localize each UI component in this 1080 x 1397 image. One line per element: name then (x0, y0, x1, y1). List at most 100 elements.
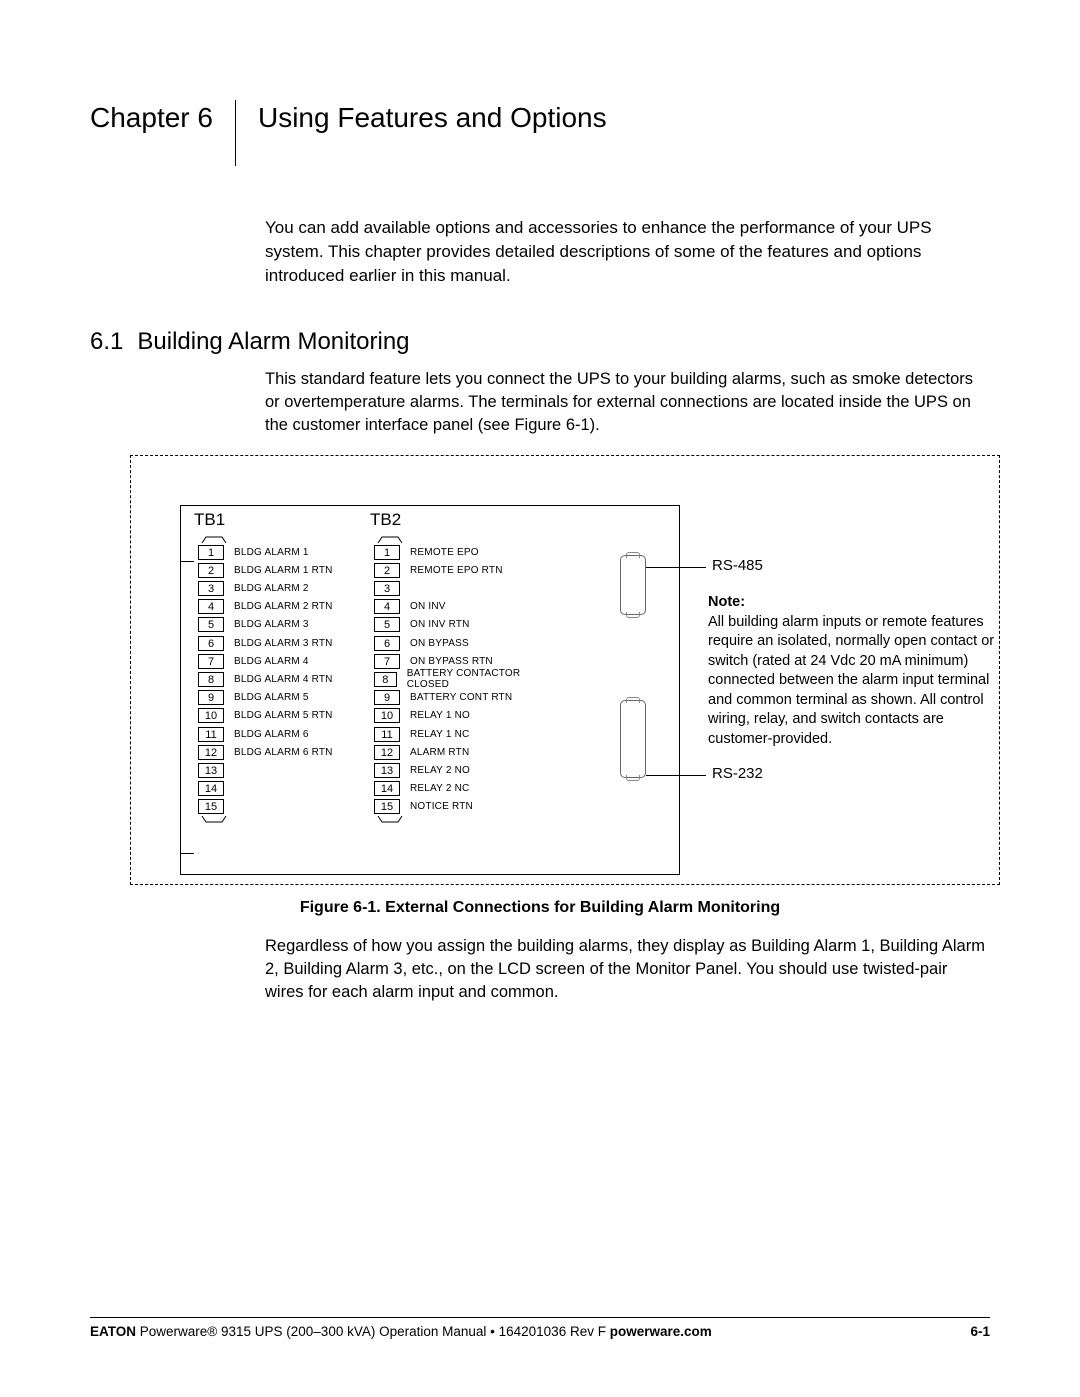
terminal-name: BLDG ALARM 4 (234, 656, 309, 667)
terminal-row: 11 BLDG ALARM 6 (198, 725, 368, 743)
terminal-row: 2 BLDG ALARM 1 RTN (198, 561, 368, 579)
terminal-number: 4 (374, 599, 400, 614)
terminal-row: 4 ON INV (374, 598, 544, 616)
terminal-number: 12 (198, 745, 224, 760)
terminal-row: 10 BLDG ALARM 5 RTN (198, 707, 368, 725)
terminal-name: ON INV RTN (410, 619, 470, 630)
section-heading: 6.1 Building Alarm Monitoring (90, 328, 990, 356)
terminal-number: 2 (374, 563, 400, 578)
terminal-row: 8 BATTERY CONTACTOR CLOSED (374, 670, 544, 688)
terminal-number: 5 (374, 617, 400, 632)
chapter-header: Chapter 6 Using Features and Options (90, 100, 990, 166)
terminal-block-2: 1REMOTE EPO2REMOTE EPO RTN34ON INV5ON IN… (374, 535, 544, 824)
tb2-label: TB2 (370, 510, 401, 530)
chapter-label: Chapter 6 (90, 100, 236, 166)
terminal-name: BLDG ALARM 2 RTN (234, 601, 333, 612)
footer-product: Powerware® 9315 UPS (200–300 kVA) Operat… (136, 1324, 610, 1339)
terminal-name: BLDG ALARM 2 (234, 583, 309, 594)
terminal-block-1: 1 BLDG ALARM 1 2 BLDG ALARM 1 RTN 3 BLDG ALAR… (198, 535, 368, 824)
terminal-number: 11 (374, 727, 400, 742)
terminal-name: BLDG ALARM 3 (234, 619, 309, 630)
terminal-number: 7 (374, 654, 400, 669)
terminal-row: 12 ALARM RTN (374, 743, 544, 761)
terminal-name: BLDG ALARM 4 RTN (234, 674, 333, 685)
terminal-row: 3 BLDG ALARM 2 (198, 579, 368, 597)
terminal-row: 9 BLDG ALARM 5 (198, 689, 368, 707)
footer-brand: EATON (90, 1324, 136, 1339)
terminal-number: 5 (198, 617, 224, 632)
terminal-row: 14 (198, 780, 368, 798)
terminal-row: 13 RELAY 2 NO (374, 761, 544, 779)
terminal-number: 6 (374, 636, 400, 651)
terminal-name: BATTERY CONT RTN (410, 692, 512, 703)
terminal-number: 12 (374, 745, 400, 760)
terminal-number: 14 (198, 781, 224, 796)
terminal-name: RELAY 2 NO (410, 765, 470, 776)
terminal-number: 3 (374, 581, 400, 596)
note-label: Note: (708, 594, 745, 610)
diagram: TB1 TB2 1BLDG ALARM 12BLDG ALARM 1 RTN3B… (130, 455, 1010, 885)
terminal-name: BLDG ALARM 5 (234, 692, 309, 703)
terminal-number: 1 (374, 545, 400, 560)
terminal-number: 13 (198, 763, 224, 778)
terminal-row: 13 (198, 761, 368, 779)
terminal-name: ON INV (410, 601, 446, 612)
page-footer: EATON Powerware® 9315 UPS (200–300 kVA) … (90, 1317, 990, 1339)
section-paragraph: This standard feature lets you connect t… (265, 368, 990, 437)
note-text: All building alarm inputs or remote feat… (708, 614, 994, 747)
terminal-row: 5 BLDG ALARM 3 (198, 616, 368, 634)
terminal-name: RELAY 1 NC (410, 729, 469, 740)
terminal-row: 15 (198, 798, 368, 816)
figure-caption: Figure 6-1. External Connections for Bui… (90, 899, 990, 917)
intro-paragraph: You can add available options and access… (265, 216, 990, 287)
terminal-name: BATTERY CONTACTOR CLOSED (407, 668, 544, 690)
terminal-number: 2 (198, 563, 224, 578)
terminal-name: ALARM RTN (410, 747, 469, 758)
terminal-number: 6 (198, 636, 224, 651)
section-title: Building Alarm Monitoring (137, 328, 409, 355)
terminal-name: BLDG ALARM 1 RTN (234, 565, 333, 576)
terminal-row: 7 BLDG ALARM 4 (198, 652, 368, 670)
terminal-name: ON BYPASS (410, 638, 469, 649)
diagram-note: Note: All building alarm inputs or remot… (708, 593, 996, 750)
terminal-number: 15 (198, 799, 224, 814)
terminal-row: 11 RELAY 1 NC (374, 725, 544, 743)
terminal-row: 4 BLDG ALARM 2 RTN (198, 598, 368, 616)
terminal-number: 1 (198, 545, 224, 560)
section-number: 6.1 (90, 328, 123, 355)
terminal-name: ON BYPASS RTN (410, 656, 493, 667)
terminal-number: 9 (198, 690, 224, 705)
terminal-number: 7 (198, 654, 224, 669)
terminal-row: 12BLDG ALARM 6 RTN (198, 743, 368, 761)
tb1-label: TB1 (194, 510, 225, 530)
terminal-name: BLDG ALARM 5 RTN (234, 710, 333, 721)
terminal-row: 10RELAY 1 NO (374, 707, 544, 725)
terminal-number: 4 (198, 599, 224, 614)
terminal-row: 14 RELAY 2 NC (374, 780, 544, 798)
terminal-row: 5 ON INV RTN (374, 616, 544, 634)
terminal-row: 15 NOTICE RTN (374, 798, 544, 816)
page-number: 6-1 (970, 1324, 990, 1339)
terminal-number: 14 (374, 781, 400, 796)
terminal-name: RELAY 1 NO (410, 710, 470, 721)
terminal-number: 10 (198, 708, 224, 723)
terminal-row: 3 (374, 579, 544, 597)
terminal-name: NOTICE RTN (410, 801, 473, 812)
terminal-number: 15 (374, 799, 400, 814)
terminal-number: 11 (198, 727, 224, 742)
terminal-name: RELAY 2 NC (410, 783, 469, 794)
figure-6-1: TB1 TB2 1BLDG ALARM 12BLDG ALARM 1 RTN3B… (90, 455, 990, 885)
chapter-title: Using Features and Options (236, 100, 607, 136)
post-figure-paragraph: Regardless of how you assign the buildin… (265, 935, 990, 1004)
terminal-row: 6 ON BYPASS (374, 634, 544, 652)
terminal-number: 3 (198, 581, 224, 596)
terminal-row: 6BLDG ALARM 3 RTN (198, 634, 368, 652)
terminal-name: BLDG ALARM 6 (234, 729, 309, 740)
terminal-number: 13 (374, 763, 400, 778)
terminal-row: 8 BLDG ALARM 4 RTN (198, 670, 368, 688)
terminal-row: 1 BLDG ALARM 1 (198, 543, 368, 561)
terminal-number: 8 (198, 672, 224, 687)
rs232-connector-icon (620, 700, 646, 778)
terminal-number: 8 (374, 672, 397, 687)
terminal-name: BLDG ALARM 1 (234, 547, 309, 558)
